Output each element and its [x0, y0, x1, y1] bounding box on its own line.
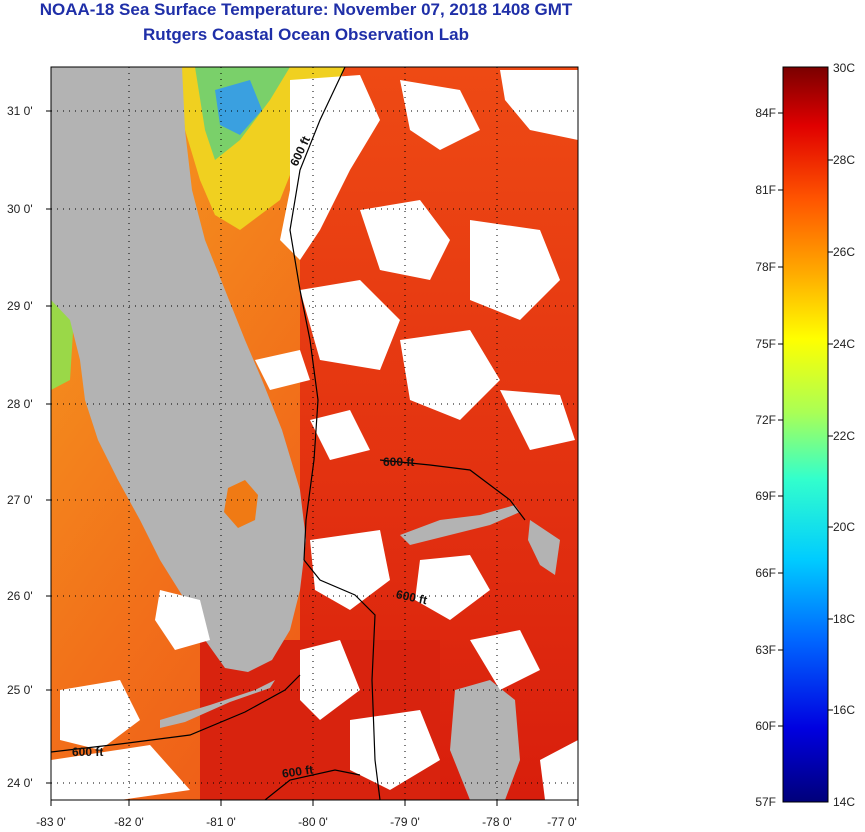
lat-label: 26 0' — [7, 589, 33, 603]
lon-label: -83 0' — [36, 815, 66, 829]
lake-okeechobee — [224, 480, 258, 528]
contour-label-bahama: 600 ft — [383, 455, 414, 469]
colorbar-celsius-label: 14C — [833, 795, 855, 809]
colorbar-fahrenheit-label: 63F — [755, 643, 776, 657]
colorbar-fahrenheit-label: 72F — [755, 413, 776, 427]
colorbar-celsius-label: 28C — [833, 153, 855, 167]
lat-label: 24 0' — [7, 776, 33, 790]
lon-label: -78 0' — [482, 815, 512, 829]
map-frame — [50, 66, 579, 801]
colorbar-celsius-label: 20C — [833, 520, 855, 534]
lat-label: 28 0' — [7, 397, 33, 411]
colorbar-fahrenheit-label: 60F — [755, 719, 776, 733]
lon-label: -82 0' — [114, 815, 144, 829]
contour-label-straits: 600 ft — [395, 587, 429, 607]
abaco-land — [528, 520, 560, 575]
colorbar-fahrenheit-label: 75F — [755, 337, 776, 351]
colorbar-fahrenheit-label: 69F — [755, 489, 776, 503]
colorbar-ticks — [778, 112, 833, 727]
colorbar-fahrenheit-label: 81F — [755, 183, 776, 197]
axis-ticks — [46, 110, 579, 806]
colorbar-celsius-label: 22C — [833, 429, 855, 443]
contour-label-west: 600 ft — [72, 745, 103, 759]
colorbar-celsius-label: 26C — [833, 245, 855, 259]
lon-label: -81 0' — [206, 815, 236, 829]
map-title: NOAA-18 Sea Surface Temperature: Novembe… — [39, 0, 573, 19]
andros-land — [450, 680, 520, 800]
cold-eddy-patch — [215, 80, 262, 135]
lat-label: 29 0' — [7, 299, 33, 313]
lon-label: -79 0' — [390, 815, 420, 829]
grand-bahama-land — [400, 505, 520, 545]
colorbar-celsius-label: 18C — [833, 612, 855, 626]
lat-label: 30 0' — [7, 202, 33, 216]
colorbar-fahrenheit-label: 57F — [755, 795, 776, 809]
map-subtitle: Rutgers Coastal Ocean Observation Lab — [143, 25, 469, 44]
florida-keys-land — [160, 680, 275, 728]
colorbar-celsius-label: 30C — [833, 61, 855, 75]
lat-label: 31 0' — [7, 104, 33, 118]
colorbar-celsius-label: 24C — [833, 337, 855, 351]
colorbar-fahrenheit-label: 78F — [755, 260, 776, 274]
graticule — [51, 67, 578, 800]
lon-label: -80 0' — [298, 815, 328, 829]
colorbar-fahrenheit-label: 66F — [755, 566, 776, 580]
contour-label-south: 600 ft — [281, 762, 314, 780]
colorbar-celsius-label: 16C — [833, 703, 855, 717]
west-coast-cool-patch — [51, 300, 75, 390]
lon-label: -77 0' — [547, 815, 577, 829]
temperature-colorbar — [782, 66, 829, 803]
cloud-cover — [51, 70, 578, 800]
lat-label: 27 0' — [7, 493, 33, 507]
lat-label: 25 0' — [7, 683, 33, 697]
colorbar-fahrenheit-label: 84F — [755, 106, 776, 120]
